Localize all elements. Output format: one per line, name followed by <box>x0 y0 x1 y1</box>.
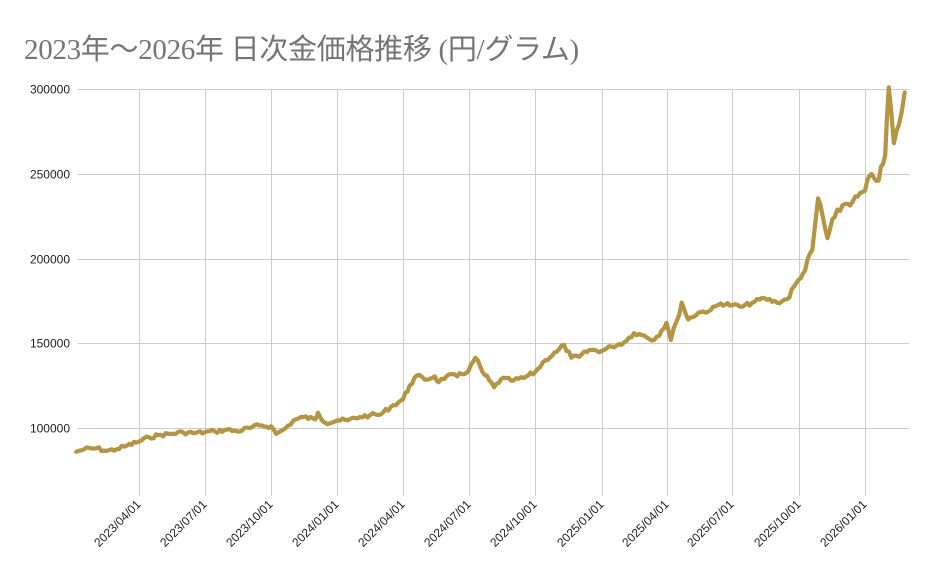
horizontal-gridlines <box>78 89 909 429</box>
x-tick-label: 2025/01/01 <box>554 497 607 550</box>
x-tick-label: 2023/10/01 <box>223 497 276 550</box>
x-tick-label: 2025/04/01 <box>619 497 672 550</box>
series-line <box>74 85 907 454</box>
x-axis-ticks: 2023/04/01 2023/07/01 2023/10/01 2024/01/01… <box>91 497 870 550</box>
vertical-gridlines <box>139 89 866 496</box>
x-tick-label: 2026/01/01 <box>817 497 870 550</box>
x-tick-label: 2024/10/01 <box>487 497 540 550</box>
x-tick-label: 2023/04/01 <box>91 497 144 550</box>
gold-price-series <box>74 85 907 454</box>
y-tick-label: 150000 <box>30 337 70 351</box>
x-tick-label: 2024/04/01 <box>355 497 408 550</box>
x-tick-label: 2023/07/01 <box>157 497 210 550</box>
x-tick-label: 2025/10/01 <box>751 497 804 550</box>
y-tick-label: 200000 <box>30 253 70 267</box>
y-tick-label: 300000 <box>30 83 70 97</box>
x-tick-label: 2024/07/01 <box>421 497 474 550</box>
y-tick-label: 100000 <box>30 422 70 436</box>
x-tick-label: 2025/07/01 <box>684 497 737 550</box>
chart-title: 2023年〜2026年 日次金価格推移 (円/グラム) <box>24 34 579 66</box>
x-tick-label: 2024/01/01 <box>289 497 342 550</box>
y-tick-label: 250000 <box>30 168 70 182</box>
y-axis-ticks: 100000 150000 200000 250000 300000 <box>30 83 70 436</box>
